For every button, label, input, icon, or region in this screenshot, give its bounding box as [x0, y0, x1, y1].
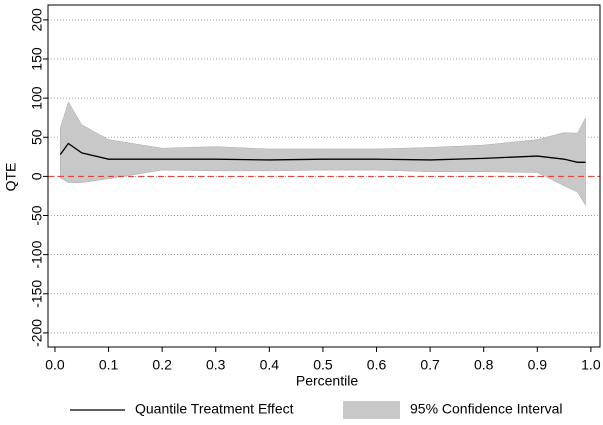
series-line — [59, 142, 586, 163]
y-tick-label: -100 — [29, 240, 45, 268]
confidence-band — [60, 101, 586, 207]
x-axis-label: Percentile — [296, 373, 358, 389]
x-tick-label: 0.1 — [99, 357, 119, 373]
y-axis-label: QTE — [3, 163, 19, 192]
legend-label: Quantile Treatment Effect — [135, 401, 294, 417]
x-tick-label: 0.0 — [45, 357, 65, 373]
x-tick-label: 0.7 — [420, 357, 440, 373]
y-tick-label: 100 — [29, 86, 45, 110]
y-tick-label: -150 — [29, 280, 45, 308]
y-tick-label: 0 — [29, 172, 45, 180]
plot-frame — [47, 4, 601, 348]
x-tick-label: 0.2 — [152, 357, 172, 373]
y-tick-label: -50 — [29, 205, 45, 225]
x-tick-label: 0.9 — [528, 357, 548, 373]
y-tick-label: -200 — [29, 319, 45, 347]
x-tick-label: 0.3 — [206, 357, 226, 373]
x-tick-label: 0.4 — [260, 357, 280, 373]
legend-label: 95% Confidence Interval — [410, 401, 563, 417]
y-tick-label: 50 — [29, 129, 45, 145]
x-tick-label: 0.8 — [474, 357, 494, 373]
x-tick-label: 1.0 — [581, 357, 601, 373]
x-tick-label: 0.5 — [313, 357, 333, 373]
y-tick-label: 150 — [29, 47, 45, 71]
legend-swatch — [343, 401, 400, 419]
x-tick-label: 0.6 — [367, 357, 387, 373]
y-tick-label: 200 — [29, 8, 45, 32]
